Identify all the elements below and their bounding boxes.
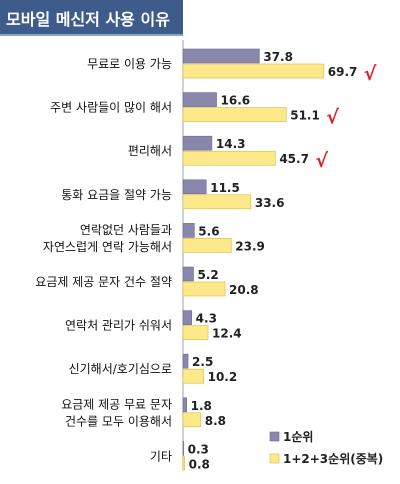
bar-rank1: [182, 353, 189, 369]
category-label: 신기해서/호기심으로: [69, 362, 172, 376]
bar-rank123: [182, 150, 276, 166]
bar-rank1: [182, 92, 217, 107]
legend-swatch: [269, 453, 280, 464]
data-label: 8.8: [205, 414, 226, 428]
data-label: 0.8: [189, 457, 210, 471]
check-mark: √: [364, 63, 377, 85]
value-labels: 37.8 69.7 16.6 51.1 14.3 45.7 11.5 33.6 5.6 23.9 5…: [188, 50, 358, 471]
data-label: 16.6: [221, 94, 251, 108]
bar-rank1: [182, 179, 207, 195]
bar-rank1: [182, 48, 260, 64]
category-label: 자연스럽게 연락 가능해서: [43, 240, 172, 254]
bar-rank1: [182, 266, 194, 282]
category-label: 연락없던 사람들과: [80, 223, 172, 237]
bar-rank1: [182, 135, 213, 151]
data-label: 5.6: [198, 224, 219, 238]
data-label: 2.5: [192, 355, 213, 369]
category-label: 무료로 이용 가능: [87, 57, 172, 71]
bar-rank1: [182, 223, 195, 238]
data-label: 12.4: [212, 327, 242, 341]
data-label: 69.7: [328, 65, 358, 79]
data-label: 14.3: [216, 137, 246, 151]
bar-rank123: [182, 325, 209, 340]
legend-label: 1순위: [283, 430, 313, 444]
bar-rank1: [182, 310, 192, 325]
category-label: 주변 사람들이 많이 해서: [50, 101, 172, 115]
category-label: 건수를 모두 이용해서: [65, 414, 172, 428]
bar-rank123: [182, 194, 252, 210]
data-label: 10.2: [208, 370, 238, 384]
data-label: 4.3: [196, 312, 217, 326]
check-marks: √ √ √: [315, 63, 376, 172]
data-label: 20.8: [229, 283, 259, 297]
category-label: 연락처 관리가 쉬워서: [65, 319, 172, 333]
bar-marks: [182, 48, 325, 471]
bar-rank123: [182, 456, 185, 471]
legend: 1순위 1+2+3순위(중복): [269, 430, 383, 466]
data-label: 0.3: [188, 442, 209, 456]
bar-rank123: [182, 107, 287, 122]
category-label: 요금제 제공 문자 건수 절약: [35, 274, 172, 289]
data-label: 11.5: [210, 181, 240, 195]
category-label: 기타: [150, 449, 172, 463]
data-label: 45.7: [279, 152, 309, 166]
data-label: 51.1: [290, 109, 320, 123]
legend-label: 1+2+3순위(중복): [283, 452, 383, 466]
legend-swatch: [269, 431, 280, 442]
chart-title: 모바일 메신저 사용 이유: [6, 10, 170, 29]
chart-title-bar: 모바일 메신저 사용 이유: [0, 0, 183, 36]
data-label: 23.9: [235, 239, 265, 253]
bar-rank1: [182, 441, 184, 456]
category-label: 통화 요금을 절약 가능: [61, 187, 172, 202]
data-label: 37.8: [263, 50, 293, 64]
bar-rank123: [182, 238, 232, 253]
data-label: 33.6: [255, 196, 285, 210]
category-label: 편리해서: [128, 144, 172, 158]
bar-rank1: [182, 397, 187, 413]
bar-rank123: [182, 412, 202, 428]
data-label: 1.8: [191, 399, 212, 413]
category-label: 요금제 제공 무료 문자: [61, 397, 172, 411]
bar-rank123: [182, 281, 226, 297]
check-mark: √: [326, 107, 339, 129]
bar-rank123: [182, 368, 204, 384]
data-label: 5.2: [198, 268, 219, 282]
check-mark: √: [315, 150, 328, 172]
bar-rank123: [182, 63, 325, 79]
